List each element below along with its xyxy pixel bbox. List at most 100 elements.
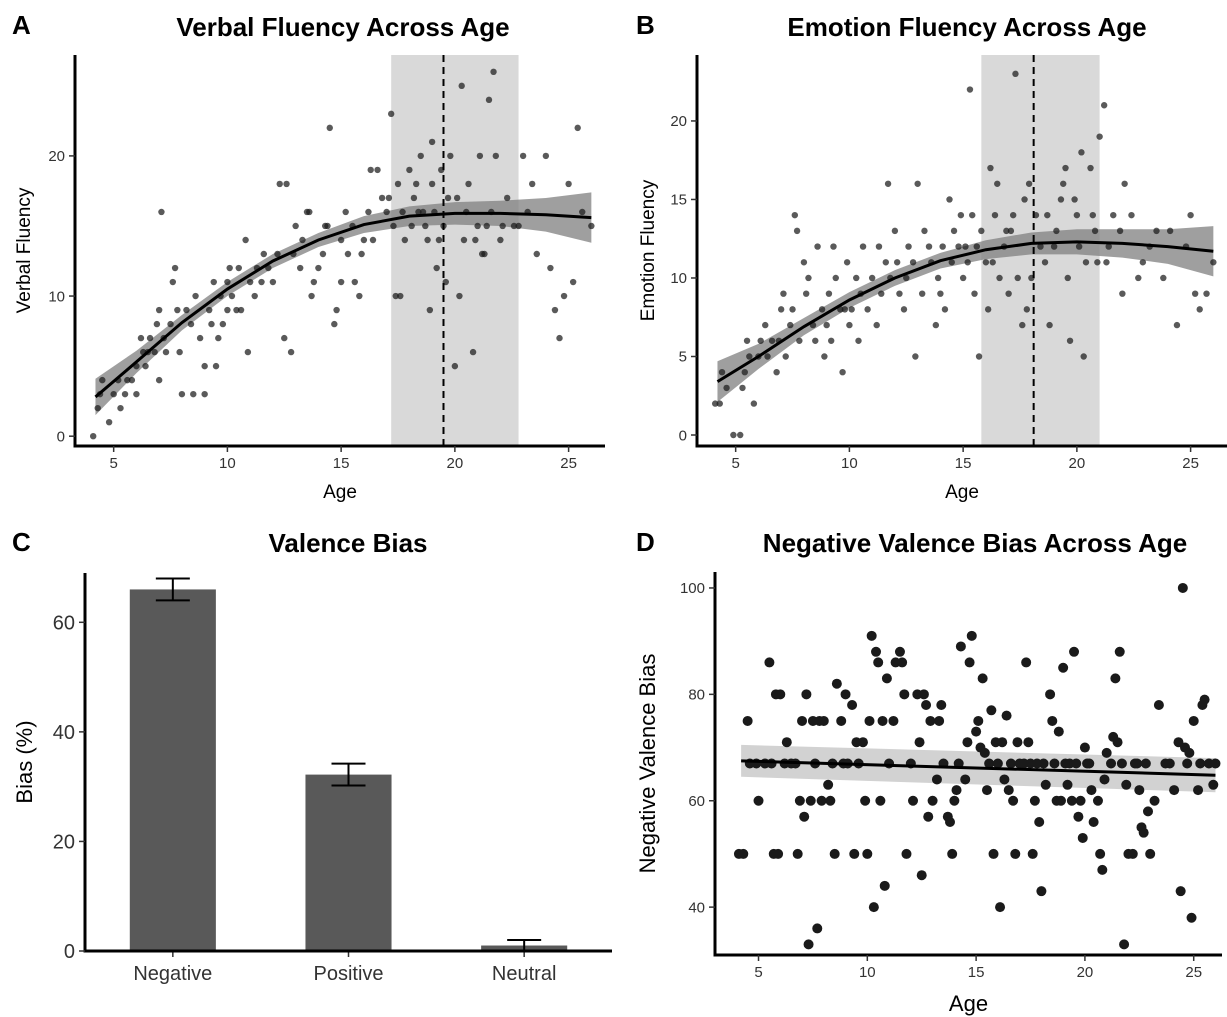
data-point — [843, 259, 851, 266]
data-point — [110, 390, 117, 398]
data-point — [356, 292, 363, 300]
data-point — [178, 390, 186, 398]
data-point — [1007, 227, 1015, 235]
data-point — [903, 274, 910, 282]
data-point — [964, 259, 971, 266]
data-point — [374, 166, 381, 174]
data-point — [1175, 886, 1186, 897]
data-point — [969, 211, 976, 219]
data-point — [1114, 646, 1125, 657]
x-tick-label: 15 — [333, 455, 350, 472]
data-point — [292, 222, 299, 230]
data-point — [1040, 779, 1051, 790]
data-point — [1099, 774, 1110, 785]
data-point — [955, 641, 966, 652]
data-point — [962, 243, 969, 250]
data-point — [873, 657, 884, 668]
data-point — [988, 848, 999, 859]
data-point — [187, 320, 195, 328]
data-point — [413, 180, 420, 188]
data-point — [971, 290, 978, 297]
y-tick-label: 0 — [679, 427, 687, 444]
data-point — [1034, 817, 1045, 828]
data-point — [782, 353, 789, 360]
data-point — [490, 68, 497, 76]
data-point — [124, 376, 131, 384]
data-point — [1116, 758, 1127, 769]
data-point — [276, 180, 283, 188]
data-point — [201, 362, 208, 370]
data-point — [1145, 848, 1156, 859]
data-point — [1064, 274, 1071, 282]
y-tick-label: 20 — [48, 148, 65, 165]
data-point — [128, 376, 136, 384]
data-point — [547, 264, 554, 272]
data-point — [378, 194, 386, 202]
data-point — [299, 236, 306, 244]
data-point — [1128, 211, 1135, 219]
data-point — [224, 306, 231, 314]
data-point — [966, 630, 977, 641]
data-point — [469, 348, 477, 356]
data-point — [251, 292, 258, 300]
data-point — [1082, 259, 1090, 266]
data-point — [957, 211, 965, 219]
data-point — [1103, 259, 1110, 266]
data-point — [1075, 243, 1083, 250]
data-point — [415, 208, 422, 216]
y-tick-label: 100 — [680, 580, 705, 597]
data-point — [918, 689, 929, 700]
data-point — [757, 337, 764, 344]
data-point — [878, 290, 885, 297]
data-point — [435, 236, 443, 244]
y-axis-label: Emotion Fluency — [638, 179, 659, 321]
data-point — [269, 278, 277, 286]
x-tick-label: 15 — [968, 964, 985, 981]
data-point — [1116, 227, 1124, 235]
data-point — [927, 795, 938, 806]
data-point — [905, 243, 912, 250]
data-point — [1057, 196, 1065, 203]
data-point — [196, 334, 204, 342]
data-point — [1173, 321, 1181, 329]
data-point — [1049, 758, 1060, 769]
data-point — [1106, 758, 1117, 769]
data-point — [840, 689, 851, 700]
data-point — [932, 321, 940, 329]
data-point — [1135, 274, 1142, 282]
data-point — [945, 817, 956, 828]
data-point — [830, 243, 837, 250]
data-point — [447, 152, 454, 160]
y-tick-label: 80 — [688, 687, 705, 704]
data-point — [866, 630, 877, 641]
data-point — [738, 848, 749, 859]
data-point — [894, 646, 905, 657]
data-point — [1160, 274, 1167, 282]
data-point — [1025, 180, 1033, 187]
data-point — [1153, 227, 1160, 235]
data-point — [1003, 227, 1010, 235]
data-point — [1121, 180, 1128, 187]
data-point — [793, 227, 801, 235]
data-point — [996, 274, 1003, 282]
data-point — [921, 699, 932, 710]
data-point — [1134, 785, 1145, 796]
data-point — [258, 278, 265, 286]
panel-label-d: D — [636, 527, 655, 557]
data-point — [1199, 694, 1210, 705]
data-point — [773, 848, 784, 859]
data-point — [551, 306, 559, 314]
data-point — [492, 152, 500, 160]
data-point — [1127, 848, 1138, 859]
data-point — [465, 180, 472, 188]
x-tick-label: 15 — [955, 455, 972, 472]
data-point — [503, 194, 511, 202]
data-point — [828, 337, 835, 344]
data-point — [579, 208, 586, 216]
data-point — [1196, 306, 1203, 313]
data-point — [1087, 164, 1094, 172]
y-tick-label: 10 — [48, 288, 65, 305]
data-point — [881, 673, 892, 684]
data-point — [884, 758, 895, 769]
data-point — [1071, 196, 1078, 203]
